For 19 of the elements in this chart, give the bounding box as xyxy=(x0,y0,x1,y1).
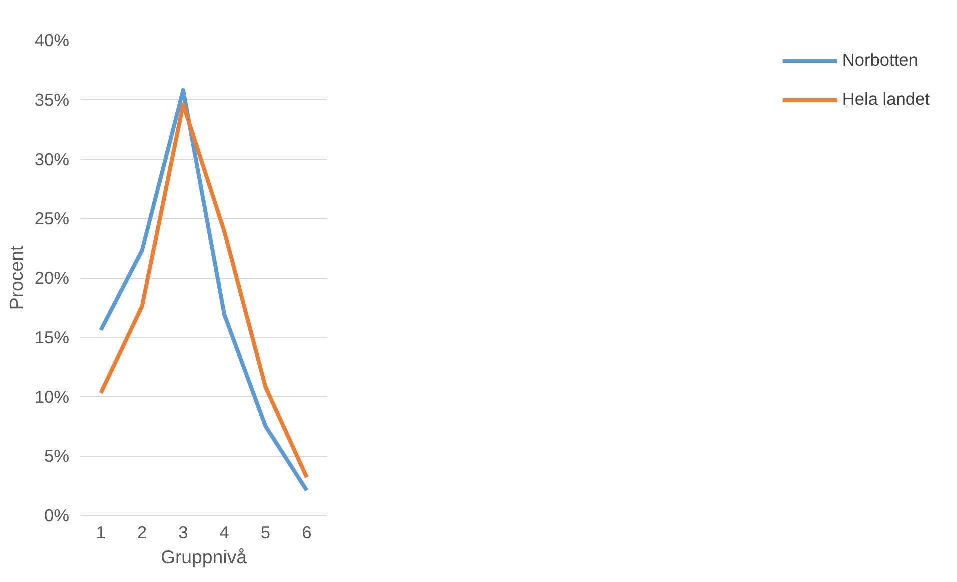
y-tick-label: 0% xyxy=(44,506,70,526)
y-axis-title: Procent xyxy=(6,245,27,310)
x-tick-label: 5 xyxy=(260,522,271,542)
y-tick-label: 30% xyxy=(34,149,70,170)
x-tick-label: 6 xyxy=(302,522,312,542)
y-tick-label: 15% xyxy=(34,327,70,348)
x-axis-title: Gruppnivå xyxy=(160,546,248,568)
y-tick-label: 10% xyxy=(34,386,70,407)
x-tick-label: 3 xyxy=(178,522,188,542)
y-tick-label: 40% xyxy=(34,30,70,50)
legend-label: Norbotten xyxy=(842,50,918,71)
y-tick-label: 5% xyxy=(44,446,70,466)
legend-label: Hela landet xyxy=(842,89,930,110)
x-tick-label: 2 xyxy=(137,522,148,542)
y-tick-label: 25% xyxy=(34,208,70,229)
x-tick-label: 1 xyxy=(96,522,106,542)
y-tick-label: 35% xyxy=(34,90,70,110)
x-tick-label: 4 xyxy=(220,522,230,542)
y-tick-label: 20% xyxy=(34,268,70,288)
